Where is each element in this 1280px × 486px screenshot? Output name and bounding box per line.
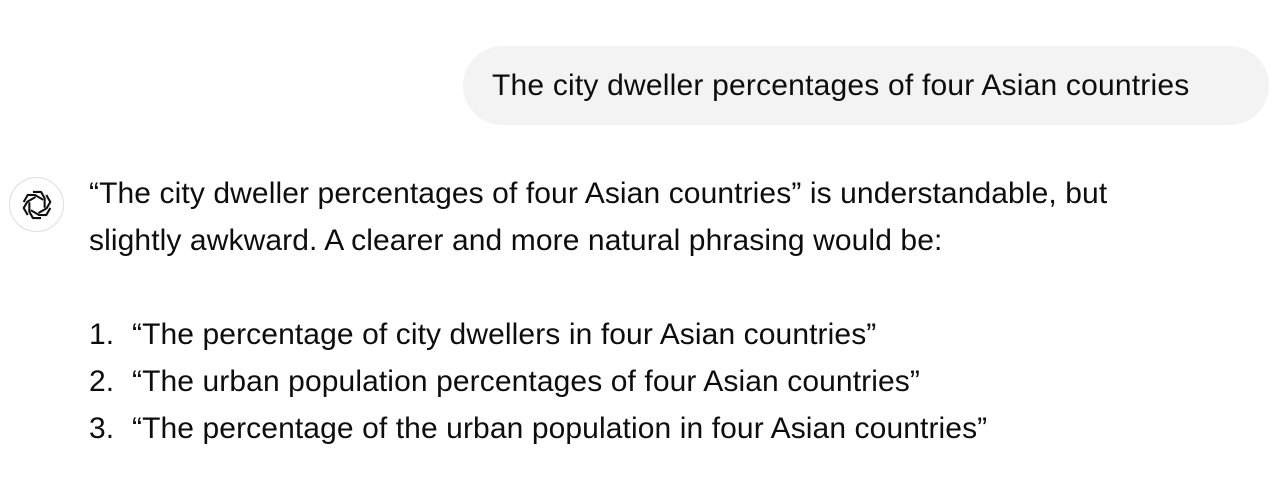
list-item: 3. “The percentage of the urban populati… <box>89 405 1239 452</box>
assistant-intro-paragraph: “The city dweller percentages of four As… <box>89 170 1239 264</box>
list-item: 2. “The urban population percentages of … <box>89 358 1239 405</box>
list-item-number: 3. <box>89 412 115 445</box>
list-item-text: “The percentage of the urban population … <box>132 412 988 445</box>
list-item: 1. “The percentage of city dwellers in f… <box>89 311 1239 358</box>
assistant-message: “The city dweller percentages of four As… <box>89 170 1239 452</box>
assistant-line-2: slightly awkward. A clearer and more nat… <box>89 224 943 257</box>
openai-logo-icon <box>22 190 51 219</box>
suggestions-list: 1. “The percentage of city dwellers in f… <box>89 311 1239 452</box>
user-message-text: The city dweller percentages of four Asi… <box>492 69 1190 102</box>
user-message-bubble: The city dweller percentages of four Asi… <box>463 46 1269 125</box>
assistant-line-1: “The city dweller percentages of four As… <box>89 177 1108 210</box>
assistant-avatar <box>9 177 64 232</box>
list-item-text: “The percentage of city dwellers in four… <box>132 318 877 351</box>
list-item-number: 1. <box>89 318 115 351</box>
list-item-text: “The urban population percentages of fou… <box>132 365 920 398</box>
list-item-number: 2. <box>89 365 115 398</box>
